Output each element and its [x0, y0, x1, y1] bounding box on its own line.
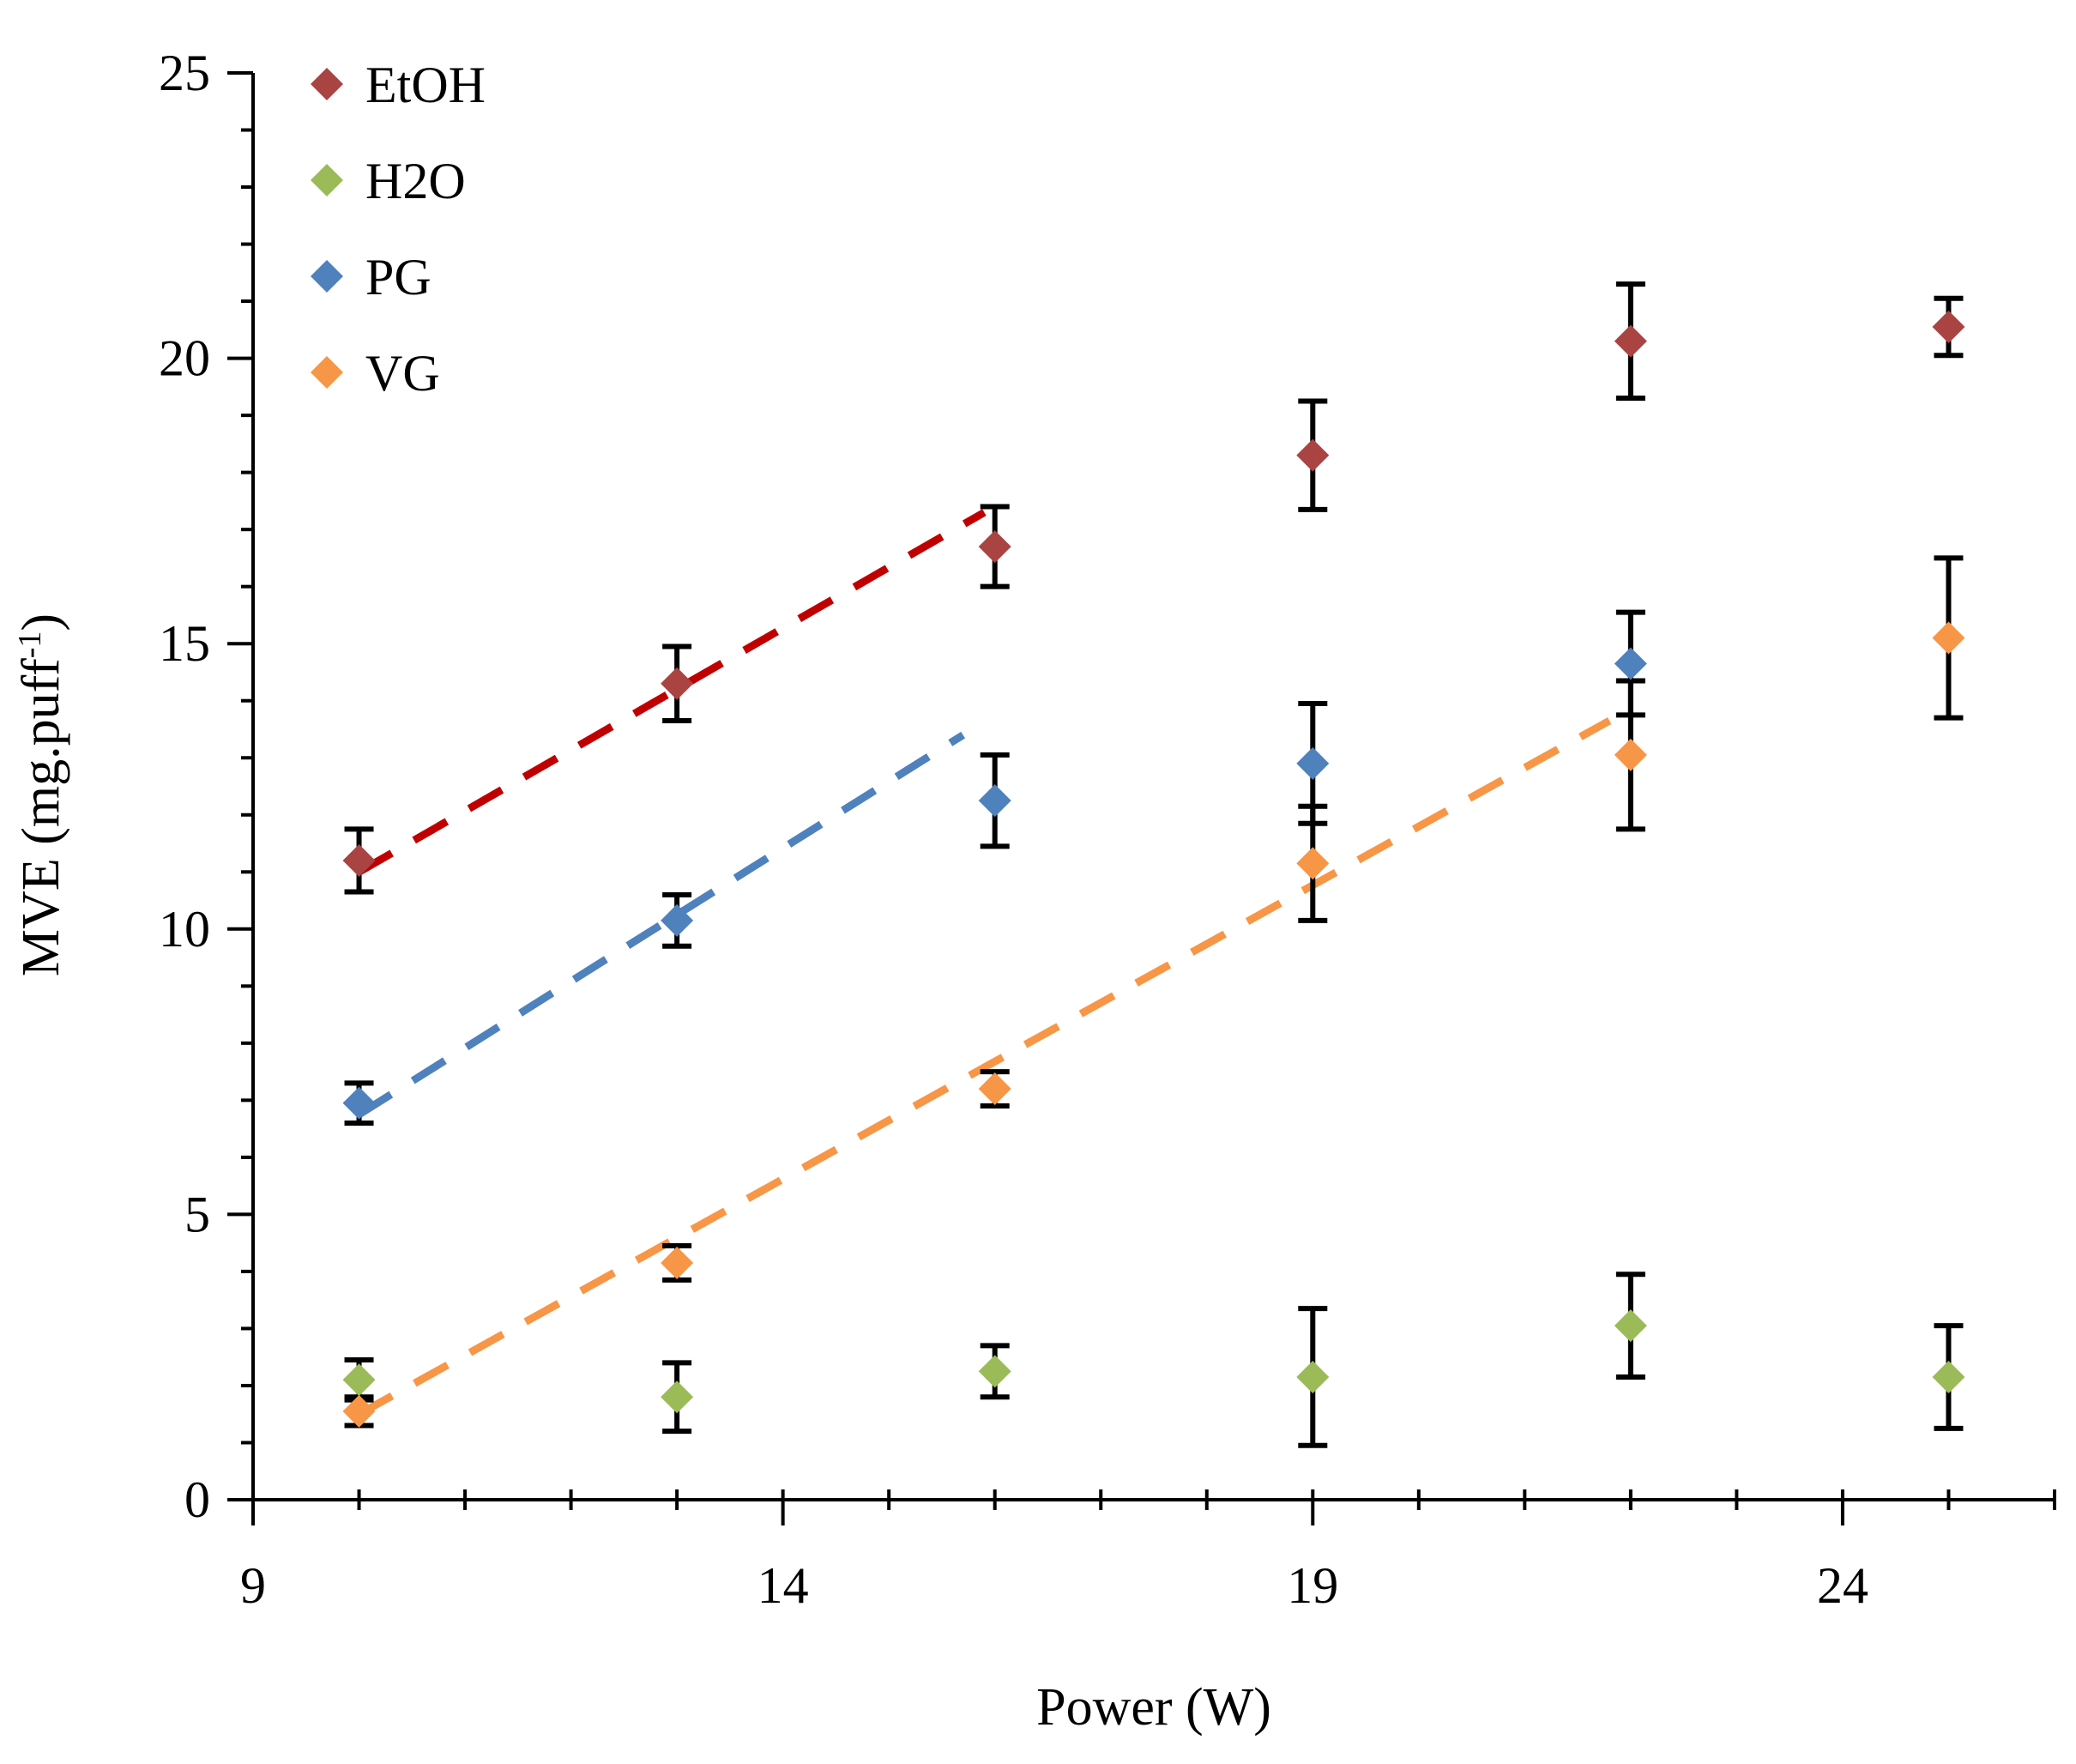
data-point-pg [1296, 746, 1330, 780]
data-point-h2o [1296, 1360, 1330, 1393]
data-point-h2o [978, 1355, 1011, 1388]
data-point-vg [1296, 847, 1330, 880]
legend-marker [311, 68, 343, 100]
legend-entry-vg: VG [311, 345, 440, 402]
trendline-pg [357, 731, 966, 1118]
data-point-etoh [1296, 438, 1330, 472]
data-point-h2o [342, 1363, 376, 1397]
legend-entry-pg: PG [311, 249, 431, 305]
legend-entry-etoh: EtOH [311, 57, 486, 113]
data-point-vg [1932, 621, 1965, 655]
data-point-pg [342, 1086, 376, 1120]
data-point-pg [1614, 647, 1647, 680]
data-point-h2o [1932, 1360, 1965, 1393]
data-point-vg [342, 1394, 376, 1428]
y-axis-title-superscript: -1 [12, 631, 48, 659]
data-point-vg [978, 1072, 1011, 1106]
y-axis-title: MVE (mg.puff-1) [12, 613, 70, 976]
data-point-pg [978, 784, 1011, 818]
data-point-etoh [978, 530, 1011, 564]
y-tick-label: 0 [184, 1471, 210, 1528]
trendlines [357, 509, 1612, 1418]
legend-marker [311, 164, 343, 196]
data-point-vg [661, 1246, 694, 1279]
data-point-etoh [1614, 324, 1647, 358]
x-tick-label: 19 [1287, 1557, 1338, 1614]
tick-labels: 9 14 19 24 0 5 10 15 20 25 [159, 45, 1868, 1614]
data-point-h2o [1614, 1309, 1647, 1343]
data-point-etoh [661, 667, 694, 700]
data-point-pg [661, 903, 694, 937]
x-axis-title: Power (W) [1036, 1678, 1271, 1737]
trendline-vg [357, 717, 1612, 1418]
x-tick-label: 14 [757, 1557, 809, 1614]
legend-label: EtOH [365, 57, 486, 113]
legend-marker [311, 356, 343, 389]
y-axis-title-tail: ) [12, 613, 70, 631]
legend-label: H2O [365, 153, 466, 209]
legend-label: PG [365, 249, 431, 305]
y-tick-label: 15 [159, 615, 210, 672]
x-tick-label: 24 [1817, 1557, 1868, 1614]
legend-entry-h2o: H2O [311, 153, 466, 209]
trendline-etoh [357, 509, 987, 876]
y-tick-label: 10 [159, 901, 210, 958]
legend-marker [311, 260, 343, 293]
data-points [342, 311, 1965, 1428]
y-tick-label: 5 [184, 1186, 210, 1242]
data-point-h2o [661, 1380, 694, 1414]
data-point-etoh [1932, 311, 1965, 344]
x-tick-label: 9 [240, 1557, 266, 1614]
legend-label: VG [365, 345, 440, 402]
error-bars [344, 281, 1964, 1448]
y-axis-title-main: MVE (mg.puff [12, 658, 70, 976]
axes [251, 73, 2055, 1501]
y-tick-label: 25 [159, 45, 210, 101]
ticks [227, 71, 2056, 1525]
y-tick-label: 20 [159, 330, 210, 387]
legend: EtOH H2O PG VG [311, 57, 486, 402]
data-point-vg [1614, 738, 1647, 771]
data-point-etoh [342, 843, 376, 877]
